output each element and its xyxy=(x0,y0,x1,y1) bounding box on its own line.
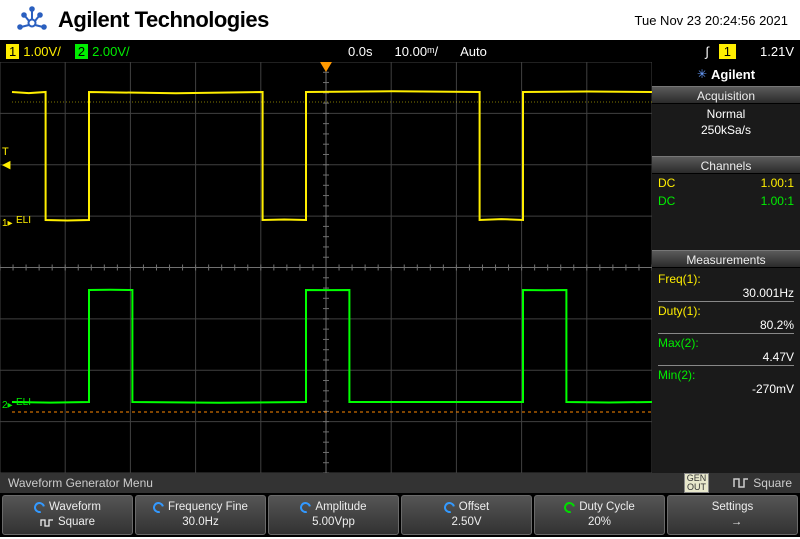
knob-icon xyxy=(32,500,47,515)
softkey-button[interactable]: Settings→ xyxy=(667,495,798,535)
ch1-ground-marker: 1▸ xyxy=(2,218,13,229)
softkey-button[interactable]: Frequency Fine30.0Hz xyxy=(135,495,266,535)
timebase-stats: 0.0s 10.00ᵐ/ Auto xyxy=(348,44,487,59)
measurements-header: Measurements xyxy=(652,250,800,268)
acquisition-mode: Normal xyxy=(658,106,794,122)
trigger-mode: Auto xyxy=(460,44,487,59)
knob-icon xyxy=(298,500,313,515)
ch1-vdiv: 1.00V/ xyxy=(23,44,61,59)
softkey-label: Amplitude xyxy=(315,500,366,515)
ch1-eli-label: ELI xyxy=(16,215,31,226)
trigger-t-marker: T◀ xyxy=(2,146,10,171)
softkey-label: Duty Cycle xyxy=(579,500,635,515)
ch1-coupling: DC xyxy=(658,174,675,192)
knob-icon xyxy=(562,500,577,515)
softkey-button[interactable]: Offset2.50V xyxy=(401,495,532,535)
square-wave-icon xyxy=(733,477,749,489)
acquisition-body: Normal 250kSa/s xyxy=(652,104,800,140)
info-bar: 1 1.00V/ 2 2.00V/ 0.0s 10.00ᵐ/ Auto ∫ 1 … xyxy=(0,40,800,62)
measurement-value: 30.001Hz xyxy=(658,286,794,300)
softkey-value: 2.50V xyxy=(451,515,481,530)
channel2-row: DC 1.00:1 xyxy=(652,192,800,210)
ch2-probe-ratio: 1.00:1 xyxy=(761,192,794,210)
softkey-label: Waveform xyxy=(49,500,101,515)
trigger-edge-icon: ∫ xyxy=(705,44,709,59)
softkey-button[interactable]: WaveformSquare xyxy=(2,495,133,535)
waveform-grid[interactable]: T◀ 1▸ ELI 2▸ ELI xyxy=(0,62,652,473)
measurement-value: 4.47V xyxy=(658,350,794,364)
ch2-indicator: 2 xyxy=(75,44,88,59)
softkey-button[interactable]: Duty Cycle20% xyxy=(534,495,665,535)
measurement-value: -270mV xyxy=(658,382,794,396)
timestamp: Tue Nov 23 20:24:56 2021 xyxy=(635,13,788,28)
side-panel: ✳ Agilent Acquisition Normal 250kSa/s Ch… xyxy=(652,62,800,473)
measurement-label: Freq(1): xyxy=(658,272,794,286)
delay-value: 0.0s xyxy=(348,44,373,59)
measurement-item: Max(2):4.47V xyxy=(658,333,794,365)
softkey-label: Settings xyxy=(712,500,754,515)
softkey-label: Offset xyxy=(459,500,489,515)
ch1-probe-ratio: 1.00:1 xyxy=(761,174,794,192)
measurements-body: Freq(1):30.001HzDuty(1):80.2%Max(2):4.47… xyxy=(652,268,800,399)
trigger-shape-label: Square xyxy=(753,476,792,490)
softkey-value: Square xyxy=(58,515,95,530)
softkey-value: 20% xyxy=(588,515,611,530)
ch2-vdiv: 2.00V/ xyxy=(92,44,130,59)
menu-title: Waveform Generator Menu xyxy=(8,476,153,490)
acquisition-rate: 250kSa/s xyxy=(658,122,794,138)
ch1-indicator: 1 xyxy=(6,44,19,59)
sidepanel-brand: ✳ Agilent xyxy=(652,62,800,86)
softkey-value: 5.00Vpp xyxy=(312,515,355,530)
measurement-label: Max(2): xyxy=(658,336,794,350)
channel1-row: DC 1.00:1 xyxy=(652,174,800,192)
ch2-ground-marker: 2▸ xyxy=(2,400,13,411)
timediv-value: 10.00ᵐ/ xyxy=(395,44,439,59)
measurement-label: Duty(1): xyxy=(658,304,794,318)
sidepanel-brand-icon: ✳ xyxy=(697,67,707,81)
header: Agilent Technologies Tue Nov 23 20:24:56… xyxy=(0,0,800,40)
acquisition-header: Acquisition xyxy=(652,86,800,104)
trigger-level: 1.21V xyxy=(746,44,794,59)
agilent-logo-icon xyxy=(12,5,52,35)
square-wave-icon xyxy=(40,518,54,528)
brand-text: Agilent Technologies xyxy=(58,7,269,33)
ch2-eli-label: ELI xyxy=(16,397,31,408)
softkey-row: WaveformSquareFrequency Fine30.0HzAmplit… xyxy=(0,493,800,537)
submenu-arrow-icon: → xyxy=(731,515,743,530)
softkey-value: 30.0Hz xyxy=(182,515,218,530)
status-bar: Waveform Generator Menu GENOUT Square xyxy=(0,473,800,493)
gen-out-indicator: GENOUT xyxy=(684,473,710,493)
ch2-coupling: DC xyxy=(658,192,675,210)
main-area: T◀ 1▸ ELI 2▸ ELI ✳ Agilent Acquisition N… xyxy=(0,62,800,473)
measurement-item: Duty(1):80.2% xyxy=(658,301,794,333)
trigger-channel: 1 xyxy=(719,44,736,59)
measurement-item: Min(2):-270mV xyxy=(658,365,794,397)
knob-icon xyxy=(151,500,166,515)
softkey-label: Frequency Fine xyxy=(168,500,248,515)
sidepanel-brand-text: Agilent xyxy=(711,67,755,82)
trigger-stats: ∫ 1 1.21V xyxy=(705,44,794,59)
measurement-label: Min(2): xyxy=(658,368,794,382)
channels-header: Channels xyxy=(652,156,800,174)
measurement-item: Freq(1):30.001Hz xyxy=(658,270,794,301)
trigger-shape-indicator: Square xyxy=(733,476,792,490)
measurement-value: 80.2% xyxy=(658,318,794,332)
softkey-button[interactable]: Amplitude5.00Vpp xyxy=(268,495,399,535)
knob-icon xyxy=(442,500,457,515)
